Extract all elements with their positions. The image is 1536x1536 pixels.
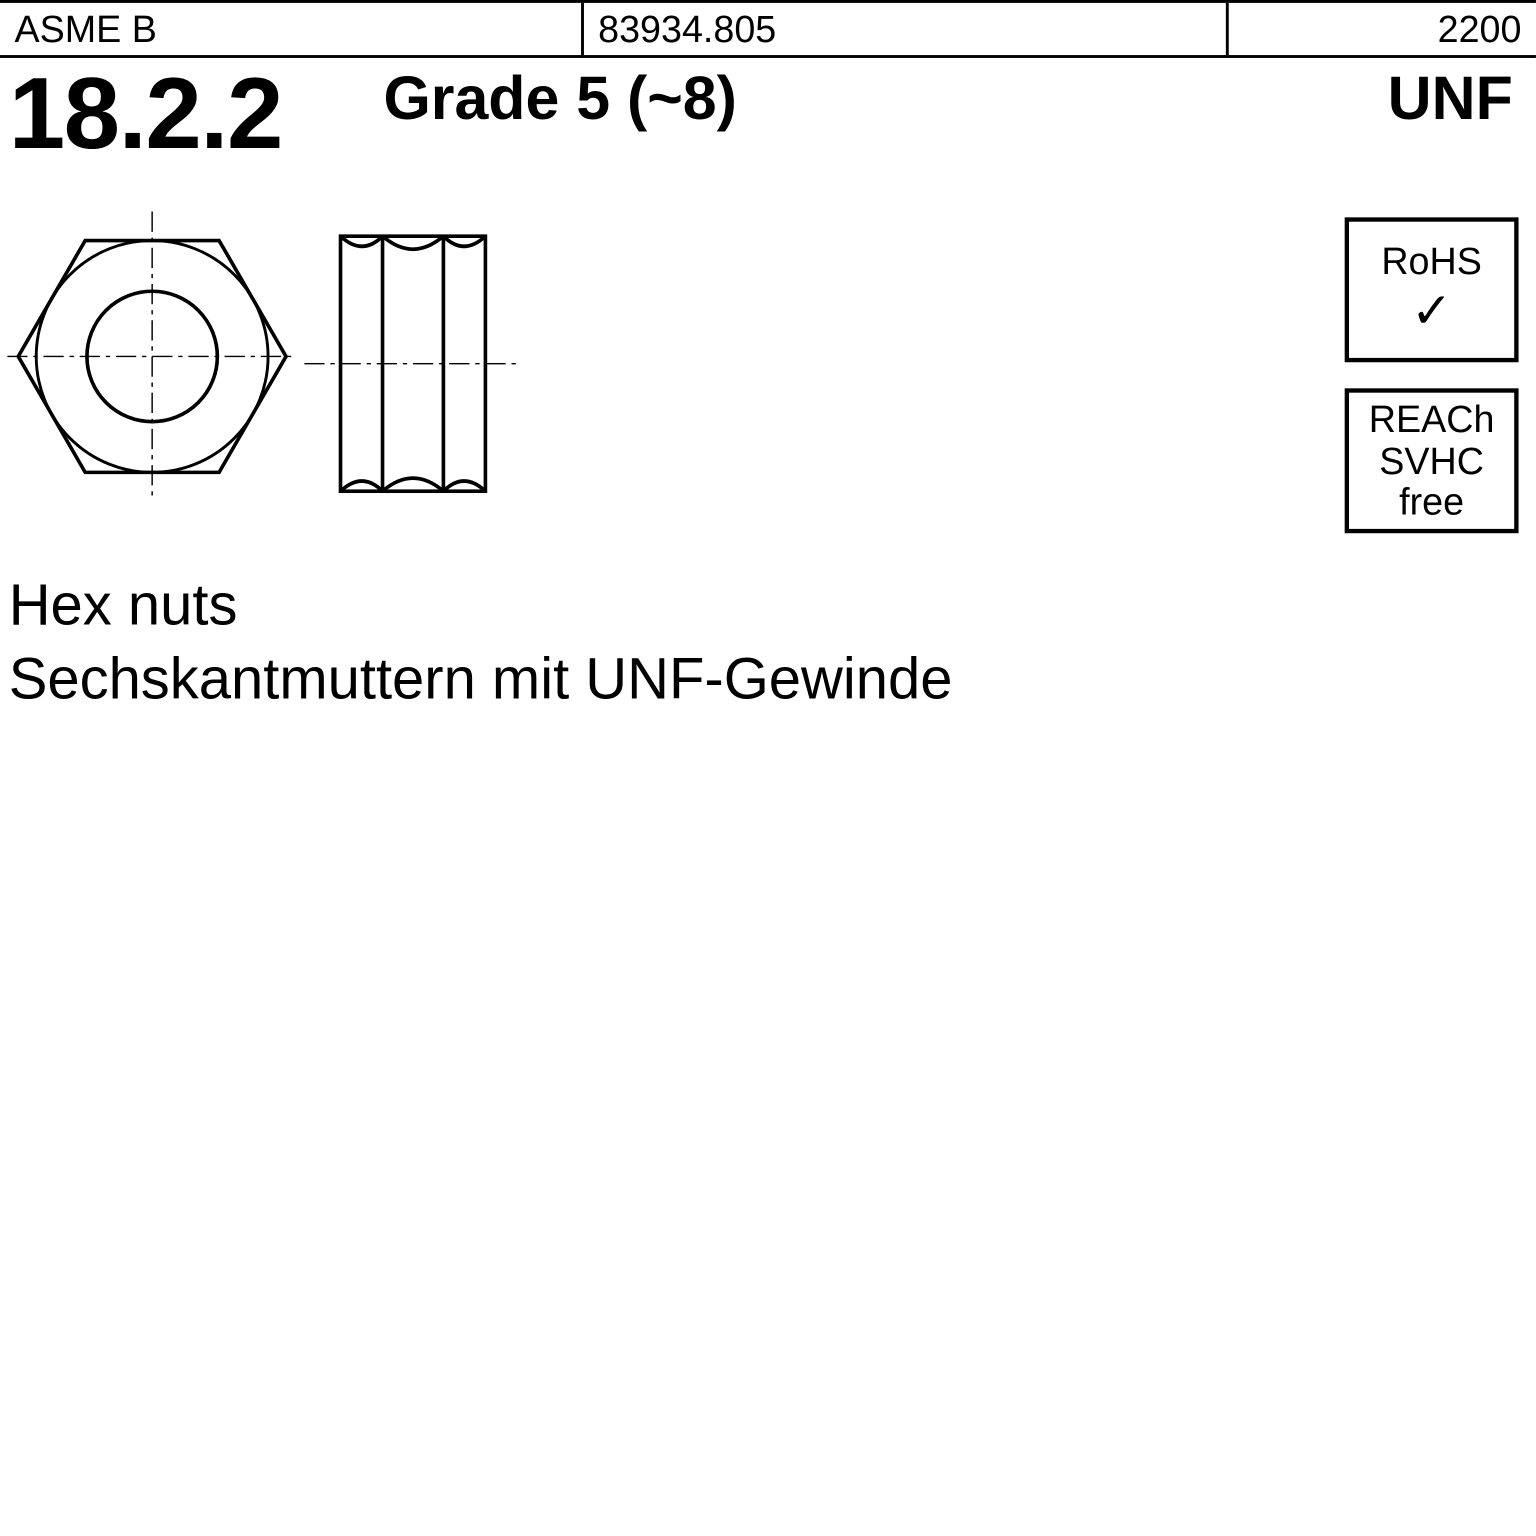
reach-line3: free: [1399, 481, 1464, 522]
header-code: 2200: [1229, 3, 1536, 55]
standard-number: 18.2.2: [9, 61, 282, 168]
hex-nut-side-view-icon: [304, 211, 521, 515]
header-row: ASME B 83934.805 2200: [0, 0, 1536, 58]
reach-line1: REACh: [1369, 399, 1495, 440]
product-titles: Hex nuts Sechskantmuttern mit UNF-Gewind…: [0, 573, 1536, 712]
rohs-label: RoHS: [1381, 241, 1482, 282]
title-german: Sechskantmuttern mit UNF-Gewinde: [9, 647, 1536, 712]
reach-line2: SVHC: [1379, 440, 1484, 481]
spec-row: 18.2.2 Grade 5 (~8) UNF: [0, 58, 1536, 167]
compliance-badges: RoHS ✓ REACh SVHC free: [1345, 217, 1519, 533]
check-icon: ✓: [1411, 285, 1452, 339]
reach-badge: REACh SVHC free: [1345, 388, 1519, 533]
thread-type: UNF: [1388, 61, 1528, 133]
rohs-badge: RoHS ✓: [1345, 217, 1519, 362]
hex-nut-top-view-icon: [7, 211, 297, 501]
title-english: Hex nuts: [9, 573, 1536, 638]
grade-label: Grade 5 (~8): [282, 61, 1388, 133]
technical-drawing: [0, 196, 1536, 529]
header-article-number: 83934.805: [584, 3, 1229, 55]
header-standard-org: ASME B: [0, 3, 584, 55]
